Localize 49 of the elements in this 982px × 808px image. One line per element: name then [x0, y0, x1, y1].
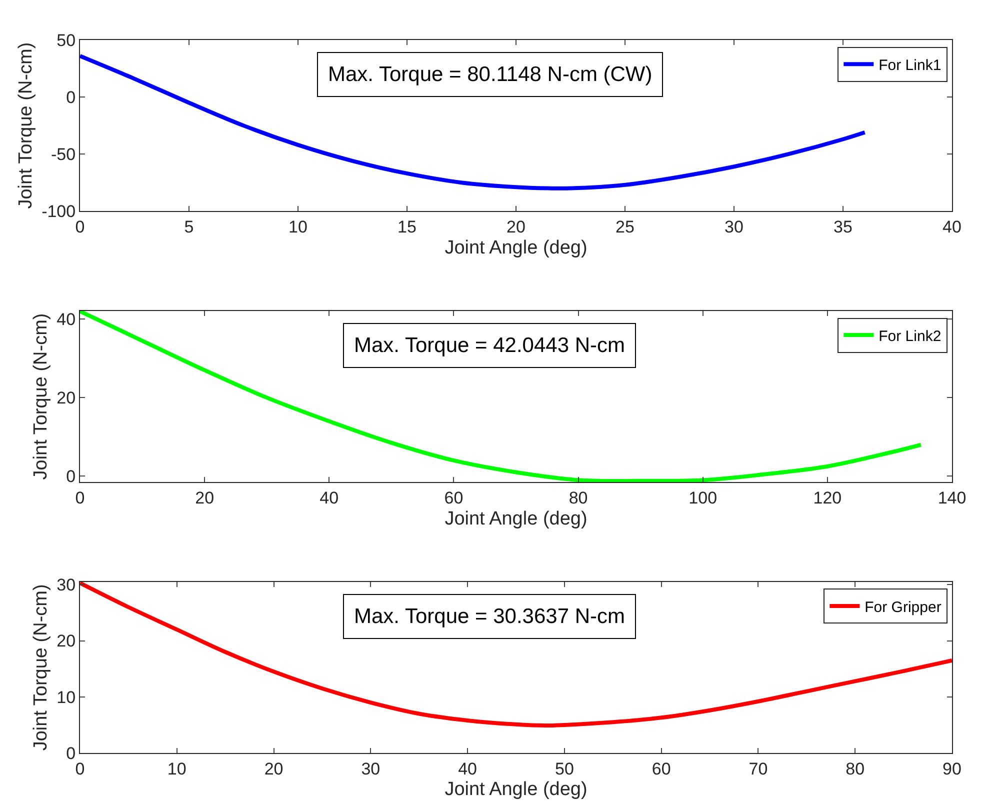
y-axis-title: Joint Torque (N-cm) — [30, 584, 52, 751]
x-axis-title: Joint Angle (deg) — [444, 508, 588, 530]
line-series — [80, 54, 867, 190]
x-tick-label: 70 — [748, 759, 768, 778]
x-tick-label: 120 — [813, 488, 842, 508]
x-tick-label: 35 — [834, 218, 852, 237]
y-tick-label: 20 — [56, 632, 76, 651]
x-tick-label: 5 — [184, 218, 194, 237]
x-tick-label: 100 — [688, 488, 718, 508]
y-tick-label: 40 — [56, 310, 76, 330]
x-tick-label: 80 — [846, 759, 865, 778]
y-tick-label: 0 — [66, 744, 76, 763]
annotation: Max. Torque = 30.3637 N-cm — [354, 605, 626, 628]
x-tick-label: 140 — [938, 488, 966, 508]
x-tick-label: 30 — [724, 218, 744, 237]
x-axis-title: Joint Angle (deg) — [444, 237, 588, 258]
x-tick-label: 25 — [616, 218, 634, 237]
y-tick-label: 10 — [56, 688, 76, 707]
x-tick-label: 10 — [167, 759, 186, 778]
x-tick-label: 80 — [568, 488, 588, 508]
x-tick-label: 60 — [444, 488, 464, 508]
x-tick-label: 20 — [506, 218, 526, 237]
legend-label: For Link2 — [878, 328, 942, 345]
y-tick-label: -50 — [51, 145, 76, 164]
x-axis-title: Joint Angle (deg) — [444, 779, 588, 800]
y-tick-label: 0 — [66, 467, 76, 486]
x-tick-label: 90 — [942, 759, 962, 778]
x-tick-label: 40 — [320, 488, 339, 508]
x-tick-label: 60 — [652, 759, 671, 778]
line-series — [80, 582, 952, 728]
y-axis-title: Joint Torque (N-cm) — [15, 42, 36, 209]
annotation: Max. Torque = 42.0443 N-cm — [354, 334, 626, 357]
x-tick-label: 40 — [458, 759, 478, 778]
legend-label: For Gripper — [864, 598, 942, 616]
y-tick-label: 20 — [56, 388, 76, 408]
y-tick-label: 0 — [66, 88, 76, 107]
x-tick-label: 10 — [288, 218, 308, 237]
x-tick-label: 15 — [398, 218, 416, 237]
y-tick-label: 30 — [56, 576, 76, 595]
x-tick-label: 30 — [361, 759, 380, 778]
y-axis-title: Joint Torque (N-cm) — [30, 313, 52, 480]
x-tick-label: 40 — [942, 218, 962, 237]
x-tick-label: 50 — [554, 759, 574, 778]
x-tick-label: 20 — [264, 759, 284, 778]
y-tick-label: -100 — [42, 202, 76, 222]
annotation: Max. Torque = 80.1148 N-cm (CW) — [328, 63, 652, 86]
x-tick-label: 20 — [195, 488, 214, 508]
legend-label: For Link1 — [878, 56, 942, 74]
y-tick-label: 50 — [56, 30, 76, 50]
